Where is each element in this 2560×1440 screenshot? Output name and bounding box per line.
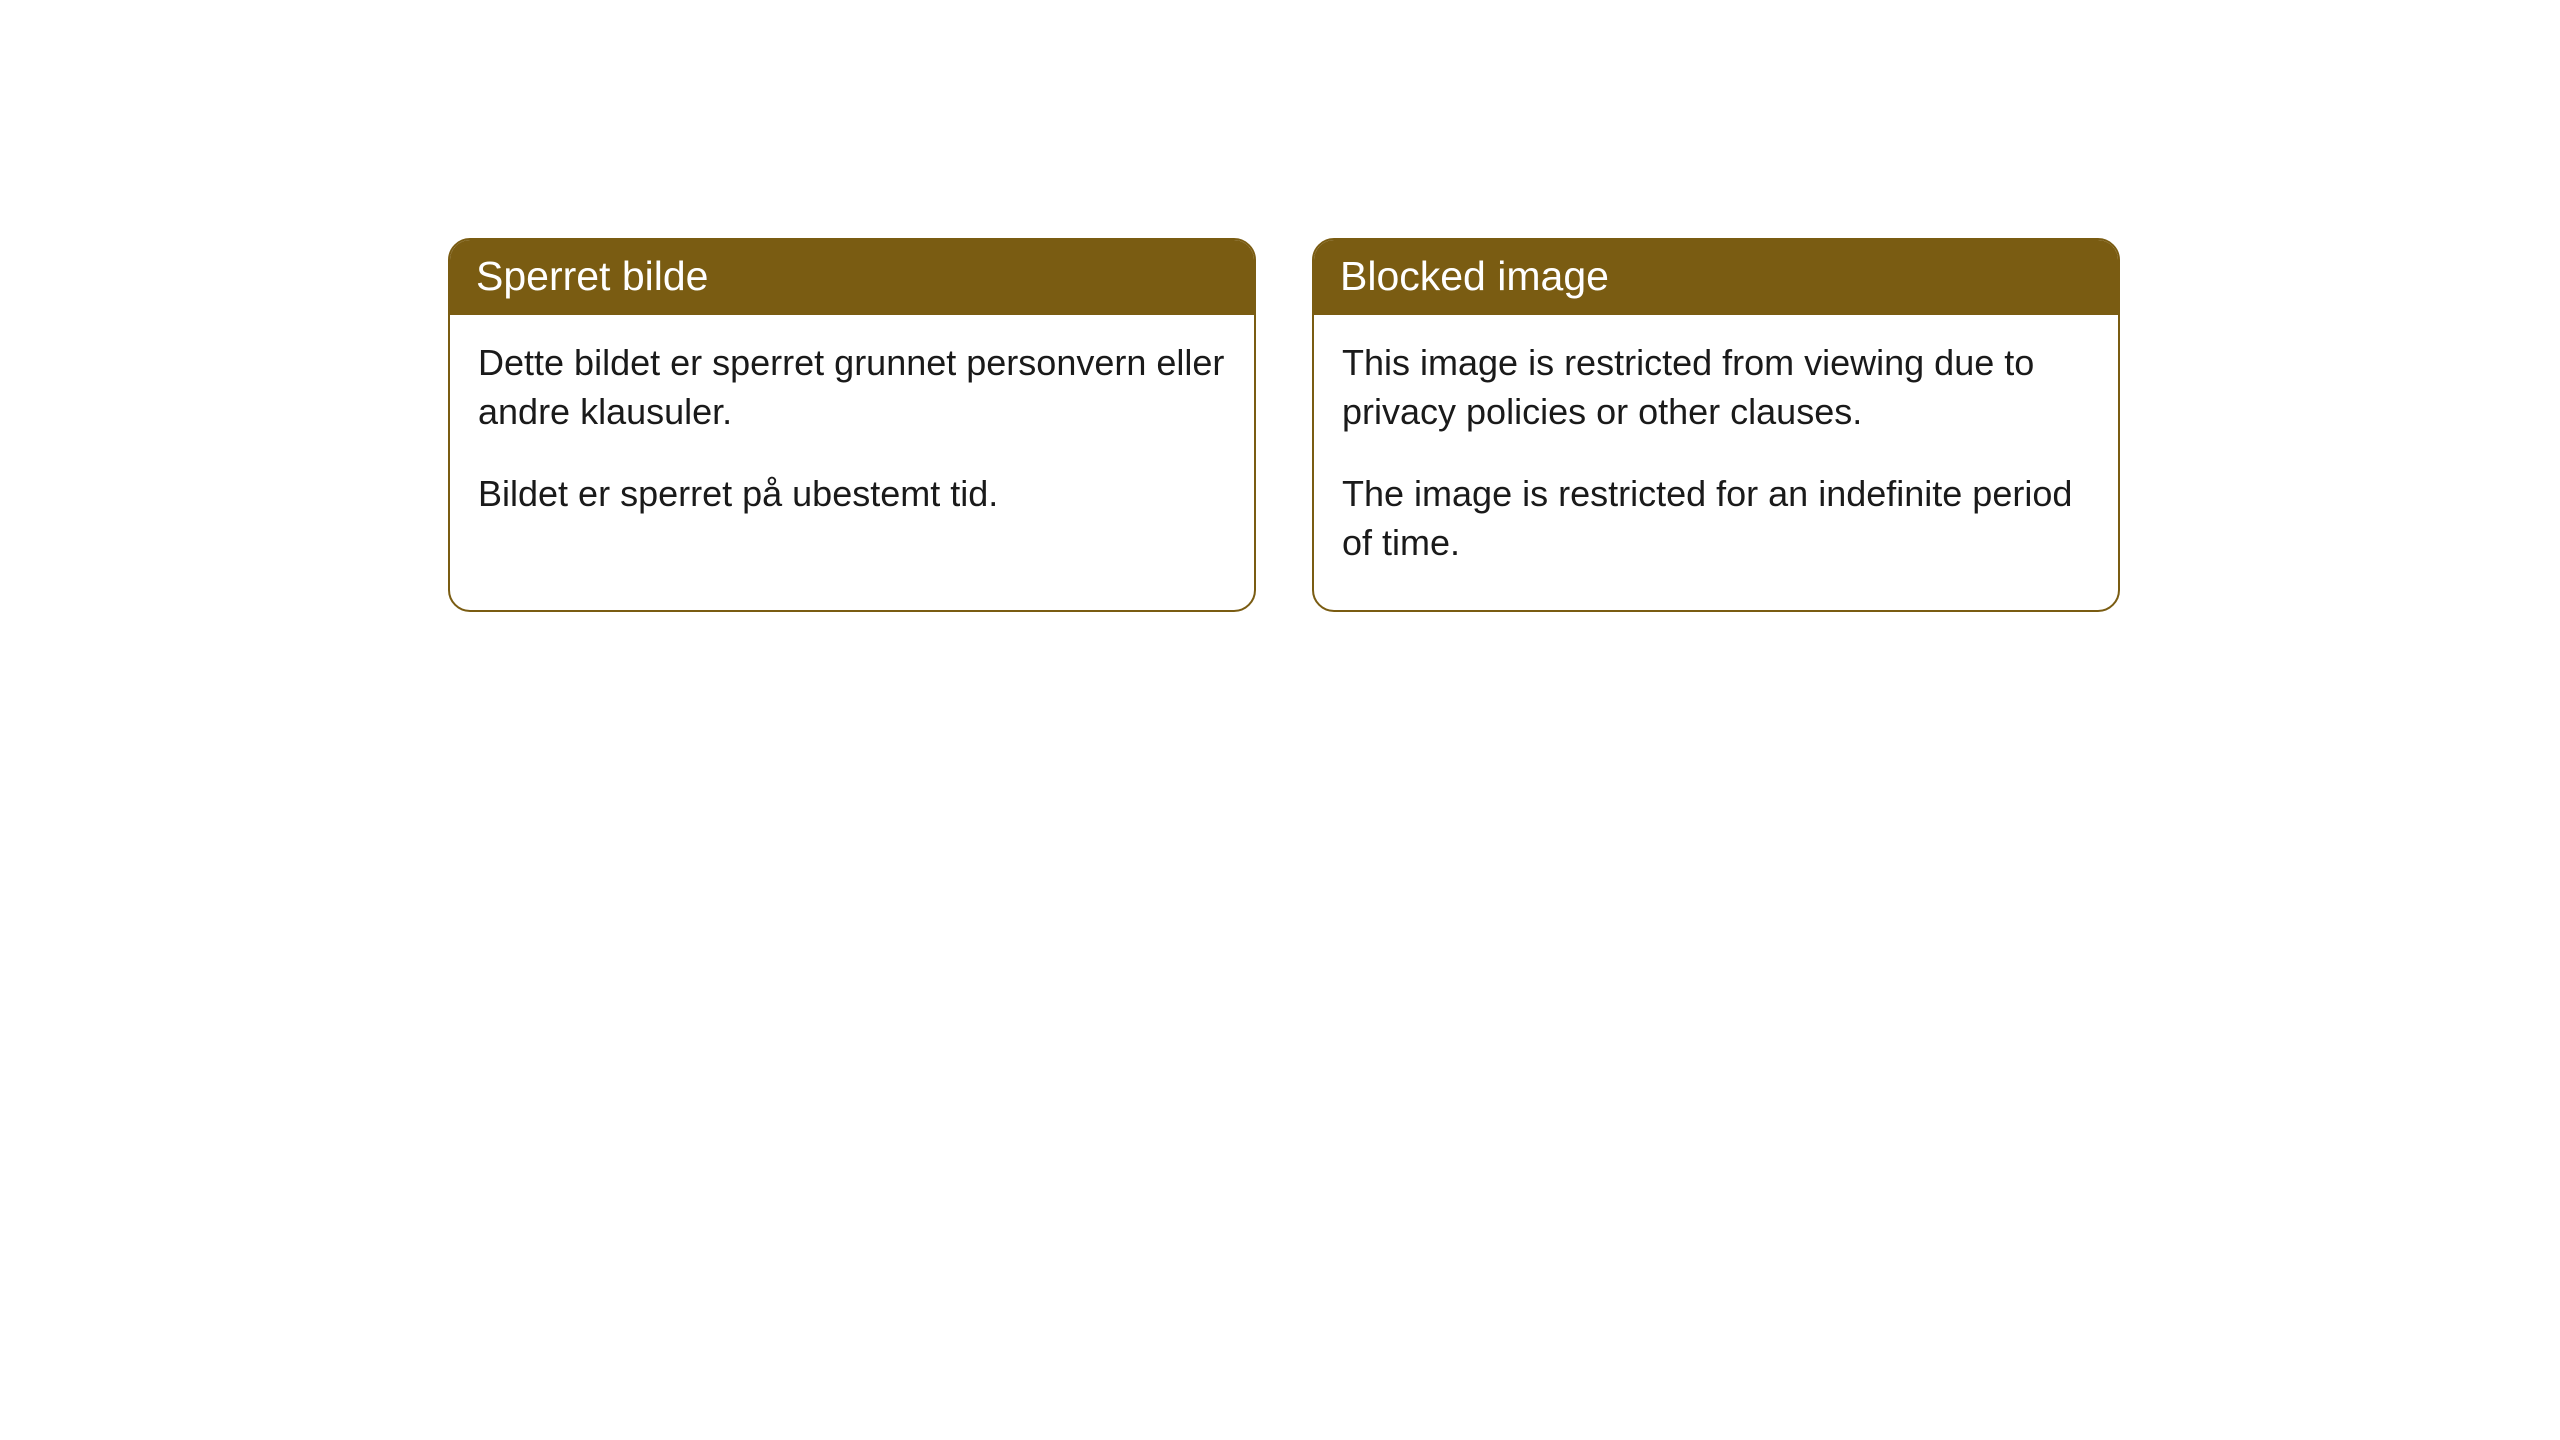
card-body-norwegian: Dette bildet er sperret grunnet personve… xyxy=(450,315,1254,561)
card-header-english: Blocked image xyxy=(1314,240,2118,315)
card-title: Sperret bilde xyxy=(476,253,708,299)
card-paragraph: Dette bildet er sperret grunnet personve… xyxy=(478,339,1226,436)
card-paragraph: This image is restricted from viewing du… xyxy=(1342,339,2090,436)
card-title: Blocked image xyxy=(1340,253,1609,299)
card-body-english: This image is restricted from viewing du… xyxy=(1314,315,2118,609)
card-header-norwegian: Sperret bilde xyxy=(450,240,1254,315)
card-paragraph: The image is restricted for an indefinit… xyxy=(1342,470,2090,567)
blocked-image-card-english: Blocked image This image is restricted f… xyxy=(1312,238,2120,612)
card-paragraph: Bildet er sperret på ubestemt tid. xyxy=(478,470,1226,519)
blocked-image-card-norwegian: Sperret bilde Dette bildet er sperret gr… xyxy=(448,238,1256,612)
notice-cards-container: Sperret bilde Dette bildet er sperret gr… xyxy=(0,0,2560,612)
